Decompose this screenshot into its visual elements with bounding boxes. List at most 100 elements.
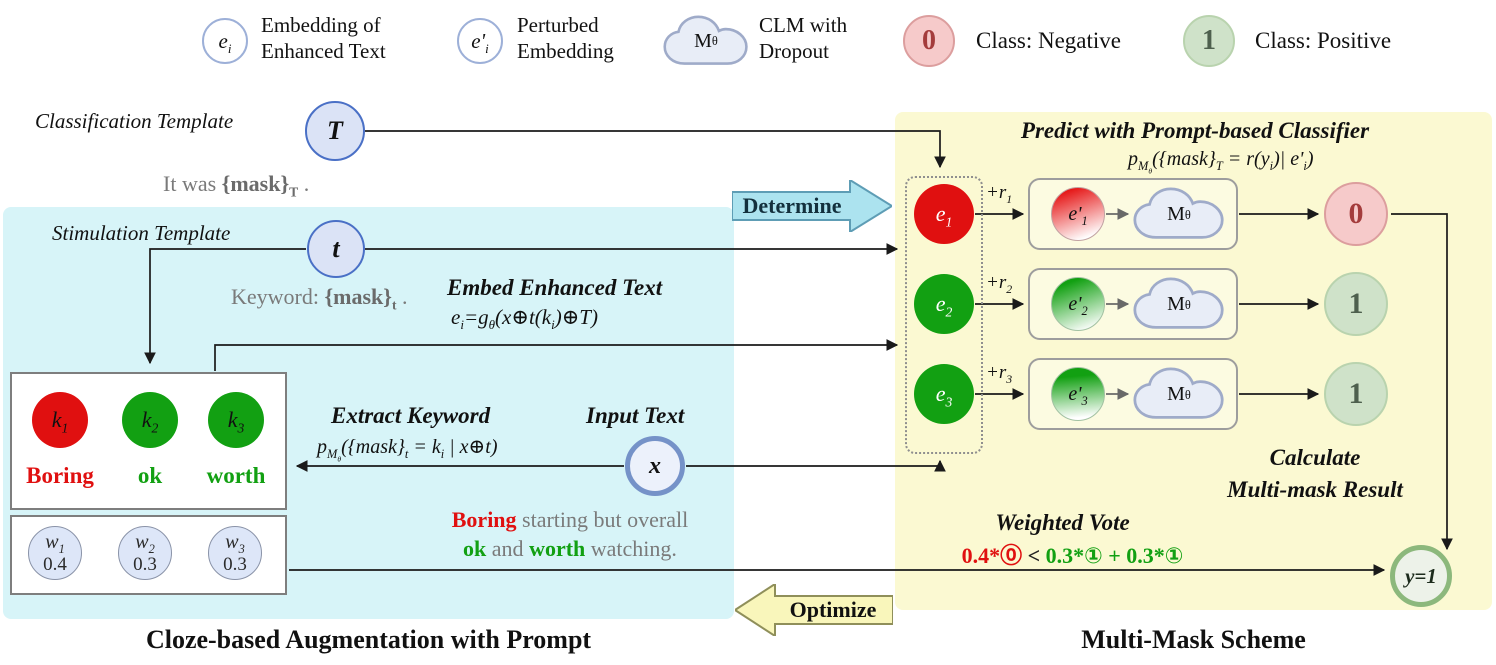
embedding-node-e1: e1 [914,184,974,244]
noise-label-r1: +r1 [986,182,1013,206]
weighted-vote-heading: Weighted Vote [995,510,1130,535]
legend-class-positive-label: Class: Positive [1255,28,1392,53]
legend-class-positive-icon: 1 [1183,15,1235,67]
keyword-node-k2: k2 [122,392,178,448]
calculate-line2: Multi-mask Result [1227,477,1403,502]
noise-label-r2: +r2 [986,272,1013,296]
extract-formula: pMθ({mask}t = ki | x⊕t) [317,436,498,464]
calculate-line1: Calculate [1269,445,1361,470]
classification-template-example: It was {mask}T . [163,171,310,200]
determine-arrow: Determine [732,180,892,232]
classifier-formula: pMθ({mask}T = r(yi)| e'i) [1128,148,1314,176]
keyword-node-k1: k1 [32,392,88,448]
sentence-keyword-worth: worth [529,536,586,561]
legend-perturbed-line2: Embedding [517,38,614,63]
sentence-mid1: starting but overall [516,507,689,532]
perturbed-node-ep2: e'2 [1051,277,1105,331]
output-0: 0 [1348,197,1364,230]
legend-negative-symbol: 0 [922,25,936,56]
legend-perturbed-icon: e'i [457,18,503,64]
input-text-node: x [625,436,685,496]
e3-label: e3 [935,381,953,410]
classification-template-label: Classification Template [35,109,234,133]
class-output-row3: 1 [1324,362,1388,426]
legend-clm-line2: Dropout [759,38,829,63]
keyword-word-1: Boring [26,463,94,488]
vote-positive-terms: 0.3*① + 0.3*① [1045,543,1184,568]
sentence-end: watching. [585,536,677,561]
noise-label-r3: +r3 [986,362,1013,386]
sentence-mid2: and [486,536,530,561]
w1-value: 0.4 [43,553,67,575]
e2-label: e2 [935,291,953,320]
legend-embedding-icon: ei [202,18,248,64]
legend-perturbed-label: Perturbed Embedding [517,13,614,64]
vote-comparator: < [1027,543,1041,568]
stimulation-node-letter: t [332,234,340,263]
weight-node-w3: w3 0.3 [208,526,262,580]
weighted-vote-expression: 0.4*⓪ < 0.3*① + 0.3*① [915,543,1230,570]
vote-negative-term: 0.4*⓪ [961,543,1023,568]
output-1a: 1 [1348,287,1364,320]
ep1-label: e'1 [1068,202,1088,228]
legend-clm-line1: CLM with [759,13,848,37]
legend-embedding-symbol: ei [218,28,232,56]
legend-class-negative-label: Class: Negative [976,28,1121,53]
keyword-word-3: worth [206,463,266,488]
classification-node-letter: T [327,116,343,145]
weight-node-w2: w2 0.3 [118,526,172,580]
sentence-keyword-boring: Boring [451,507,517,532]
legend-positive-symbol: 1 [1202,25,1216,56]
input-node-letter: x [649,452,661,479]
right-caption: Multi-Mask Scheme [1081,625,1306,654]
legend-perturbed-line1: Perturbed [517,13,599,37]
legend-class-negative-icon: 0 [903,15,955,67]
k2-label: k2 [141,407,159,436]
extract-heading: Extract Keyword [331,403,491,428]
perturbed-node-ep3: e'3 [1051,367,1105,421]
optimize-arrow-label: Optimize [789,597,877,622]
input-sentence-line2: ok and worth watching. [430,536,710,563]
legend-clm-label: CLM with Dropout [759,13,847,64]
embedding-group-box [905,176,983,454]
left-caption: Cloze-based Augmentation with Prompt [145,625,592,654]
sentence-keyword-ok: ok [463,536,487,561]
input-sentence-line1: Boring starting but overall [430,507,710,534]
embedding-node-e3: e3 [914,364,974,424]
stimulation-template-example: Keyword: {mask}t . [231,284,408,313]
stimulation-template-label: Stimulation Template [52,221,231,245]
legend-perturbed-symbol: e'i [471,28,489,56]
stimulation-template-node: t [307,220,365,278]
class-output-row1: 0 [1324,182,1388,246]
legend-embedding-line2: Enhanced Text [261,38,386,63]
arrow-T-to-embeddings [365,130,946,169]
embed-heading: Embed Enhanced Text [447,275,663,300]
right-panel-title: Predict with Prompt-based Classifier [1020,118,1370,143]
result-label: y=1 [1405,563,1437,588]
perturbed-node-ep1: e'1 [1051,187,1105,241]
output-1b: 1 [1348,377,1364,410]
result-node: y=1 [1390,545,1452,607]
keyword-word-2: ok [137,463,163,488]
w2-value: 0.3 [133,553,157,575]
class-output-row2: 1 [1324,272,1388,336]
ep2-label: e'2 [1068,292,1088,318]
legend-embedding-line1: Embedding of [261,13,381,37]
legend-embedding-label: Embedding of Enhanced Text [261,13,386,64]
w2-label: w2 [135,530,155,556]
determine-arrow-label: Determine [742,193,842,218]
weight-node-w1: w1 0.4 [28,526,82,580]
e1-label: e1 [935,201,953,230]
classification-template-node: T [305,101,365,161]
keyword-node-k3: k3 [208,392,264,448]
embedding-node-e2: e2 [914,274,974,334]
input-text-heading: Input Text [586,403,685,428]
